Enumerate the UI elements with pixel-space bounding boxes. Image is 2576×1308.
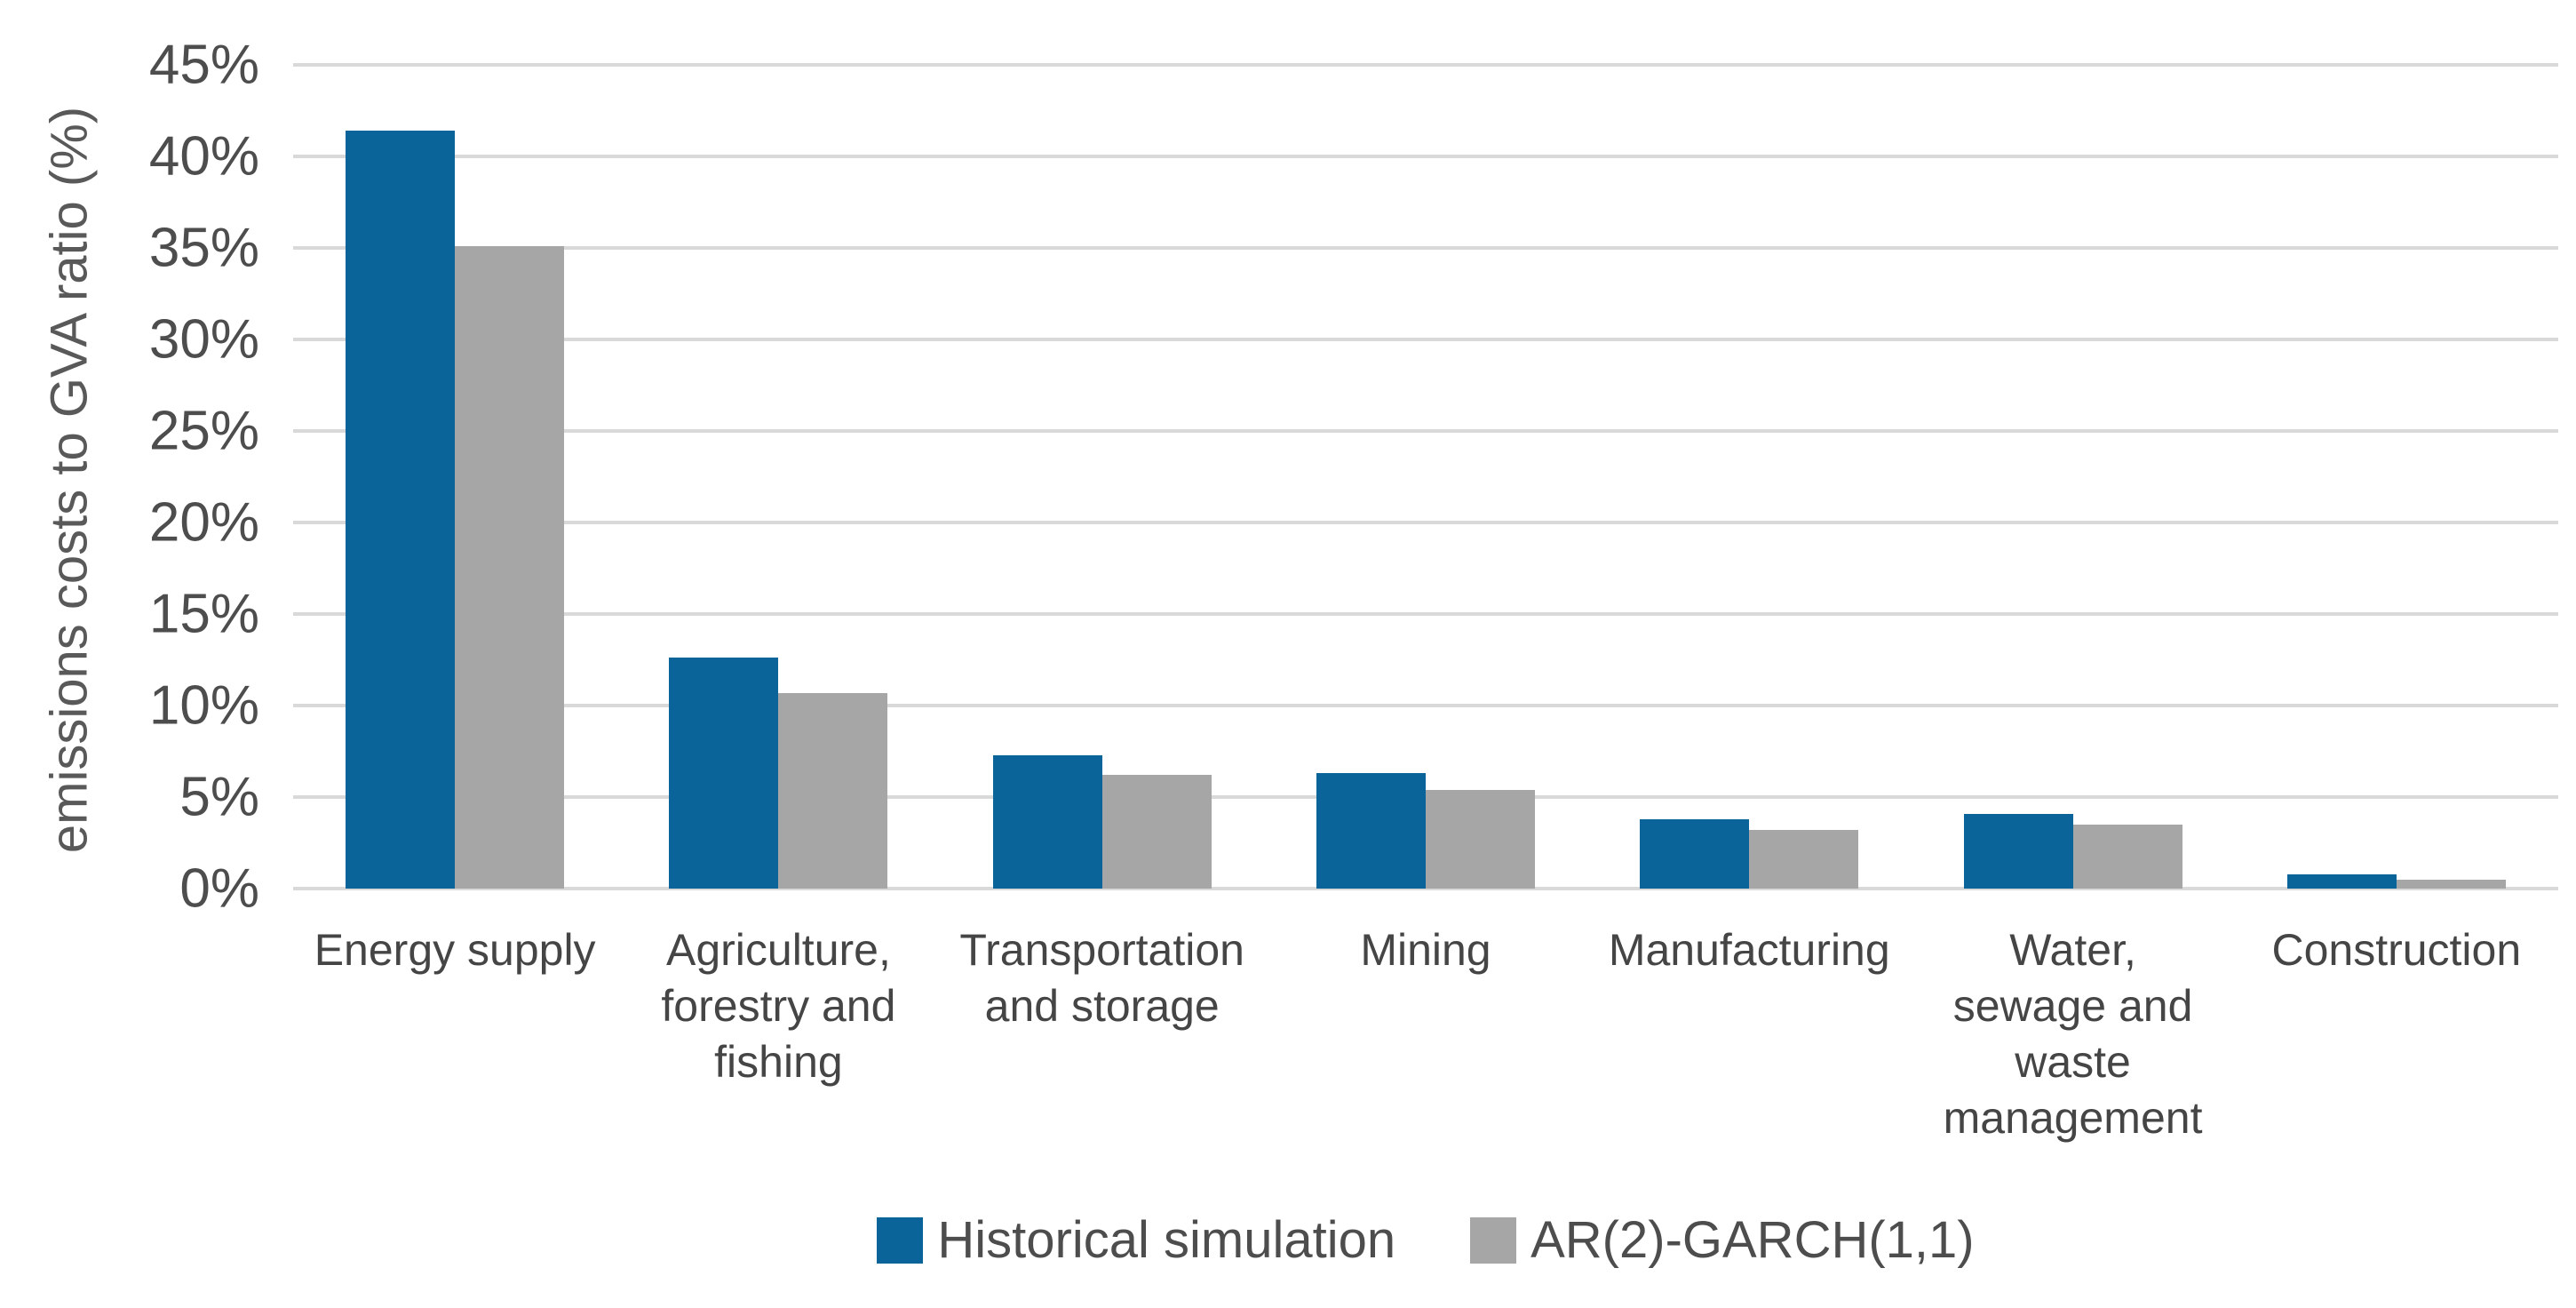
bar-ar-2-garch-1-1 xyxy=(2072,824,2182,889)
bar-ar-2-garch-1-1 xyxy=(1749,830,1859,889)
y-tick-label: 45% xyxy=(148,34,259,96)
y-tick-label: 35% xyxy=(148,217,259,279)
bar-group xyxy=(293,65,616,889)
y-tick-label: 25% xyxy=(148,400,259,462)
x-category-label: Agriculture, forestry and fishing xyxy=(661,925,896,1087)
bar-group xyxy=(1911,65,2234,889)
x-axis-category-labels: Energy supply Agriculture, forestry and f… xyxy=(293,922,2558,1146)
legend-item: Historical simulation xyxy=(877,1210,1395,1270)
y-tick-label: 15% xyxy=(148,583,259,645)
bar-ar-2-garch-1-1 xyxy=(1101,775,1212,889)
gridline xyxy=(293,246,2558,250)
bar-historical-simulation xyxy=(992,754,1102,889)
bar-group xyxy=(1264,65,1587,889)
bar-historical-simulation xyxy=(1316,773,1426,889)
x-category-label: Water, sewage and waste management xyxy=(1943,925,2203,1143)
x-category-label: Construction xyxy=(2271,925,2522,975)
plot-area xyxy=(293,63,2558,890)
gridline xyxy=(293,155,2558,158)
bar-ar-2-garch-1-1 xyxy=(778,692,888,889)
bar-ar-2-garch-1-1 xyxy=(455,245,565,889)
gridline xyxy=(293,338,2558,341)
y-axis-tick-labels: 0% 5% 10% 15% 20% 25% 30% 35% 40% 45% xyxy=(0,35,259,920)
bar-ar-2-garch-1-1 xyxy=(2396,879,2506,889)
y-tick-label: 10% xyxy=(148,674,259,737)
bar-ar-2-garch-1-1 xyxy=(1425,789,1535,889)
gridline xyxy=(293,704,2558,707)
gridline xyxy=(293,887,2558,890)
legend-label: Historical simulation xyxy=(937,1211,1396,1269)
bar-group xyxy=(616,65,940,889)
gridline xyxy=(293,521,2558,524)
bar-group xyxy=(1587,65,1911,889)
gridline xyxy=(293,612,2558,616)
bar-group xyxy=(2235,65,2558,889)
bar-historical-simulation xyxy=(2286,873,2397,889)
y-tick-label: 5% xyxy=(179,766,259,828)
gridline xyxy=(293,63,2558,67)
bar-historical-simulation xyxy=(1640,818,1750,889)
x-category-label: Energy supply xyxy=(314,925,596,975)
legend-item: AR(2)-GARCH(1,1) xyxy=(1470,1210,1975,1270)
bar-group xyxy=(941,65,1264,889)
bars-layer xyxy=(293,65,2558,889)
y-tick-label: 20% xyxy=(148,491,259,554)
legend-swatch-icon xyxy=(877,1216,924,1264)
bar-historical-simulation xyxy=(1963,813,2073,889)
x-category-label: Transportation and storage xyxy=(959,925,1244,1031)
legend-swatch-icon xyxy=(1470,1216,1517,1264)
bar-historical-simulation xyxy=(669,658,779,889)
y-tick-label: 40% xyxy=(148,125,259,187)
gridline xyxy=(293,429,2558,433)
legend: Historical simulation AR(2)-GARCH(1,1) xyxy=(293,1210,2558,1270)
bar-historical-simulation xyxy=(346,131,456,889)
legend-label: AR(2)-GARCH(1,1) xyxy=(1530,1211,1975,1269)
y-tick-label: 30% xyxy=(148,308,259,371)
x-category-label: Mining xyxy=(1360,925,1491,975)
x-category-label: Manufacturing xyxy=(1608,925,1890,975)
y-tick-label: 0% xyxy=(179,857,259,920)
